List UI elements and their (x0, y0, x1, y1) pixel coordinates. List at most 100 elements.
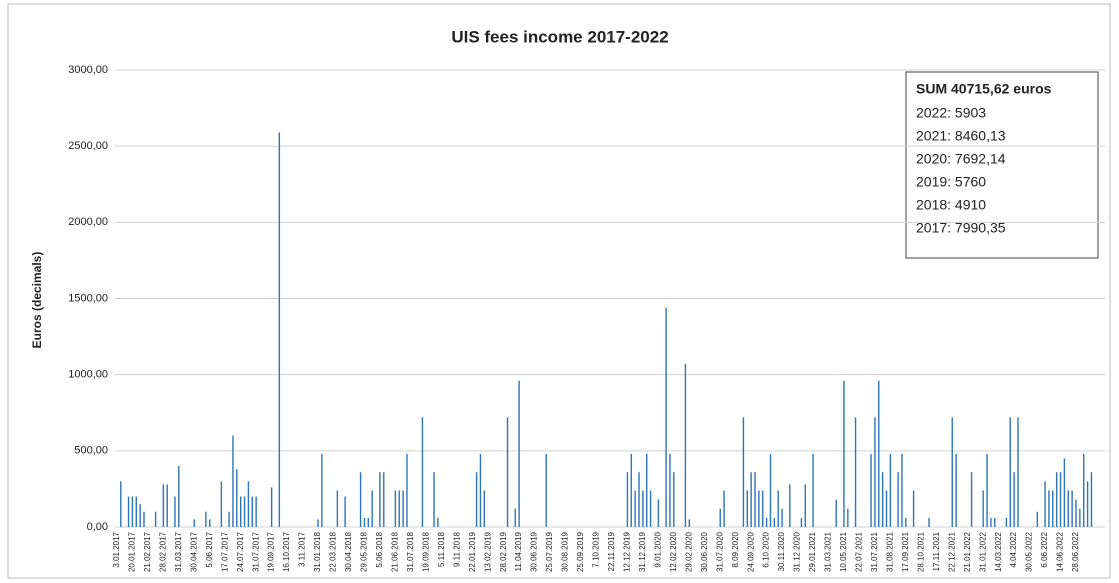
x-tick-label: 28.02.2019 (499, 531, 508, 572)
bar (719, 508, 721, 527)
bar (669, 453, 671, 527)
bar (247, 481, 250, 527)
x-tick-label: 30.05.2022 (1025, 531, 1034, 572)
x-tick-label: 9.01.2020 (653, 531, 662, 567)
bar (479, 453, 482, 527)
bar (982, 490, 984, 527)
bar (854, 417, 857, 527)
x-tick-label: 30.04.2017 (189, 531, 198, 572)
x-tick-label: 8.09.2020 (731, 531, 740, 567)
x-tick-label: 31.12.2020 (793, 531, 802, 572)
bar (1071, 490, 1073, 527)
bar (243, 496, 246, 527)
x-tick-label: 20.01.2017 (128, 531, 137, 572)
x-tick-label: 11.04.2019 (514, 531, 523, 571)
bar (723, 490, 725, 527)
bar (236, 469, 238, 527)
x-tick-label: 3.01.2017 (112, 531, 121, 567)
x-tick-label: 28.10.2021 (916, 531, 925, 572)
bar (178, 466, 180, 527)
bar (545, 453, 547, 527)
bar (758, 490, 760, 527)
bar (483, 490, 486, 527)
x-tick-label: 29.01.2021 (808, 531, 817, 572)
bar (986, 453, 988, 527)
bar (1083, 453, 1085, 527)
bar (955, 453, 957, 527)
bar (131, 496, 134, 527)
x-tick-label: 30.06.2019 (530, 531, 539, 572)
bar (1052, 490, 1054, 527)
annotation-line: 2021: 8460,13 (916, 128, 1006, 144)
x-tick-label: 6.06.2022 (1040, 531, 1049, 567)
bar (657, 499, 660, 527)
bar (278, 132, 281, 527)
x-tick-label: 7.10.2019 (592, 531, 601, 567)
x-tick-label: 12.02.2020 (669, 531, 678, 572)
bar (220, 481, 223, 527)
x-tick-label: 22.11.2019 (607, 531, 616, 571)
bar (406, 453, 408, 527)
bar (433, 472, 435, 527)
bar (646, 453, 648, 527)
y-tick-label: 3000,00 (68, 64, 108, 76)
bar (878, 380, 880, 527)
bar (1005, 517, 1008, 527)
bar (1075, 499, 1077, 527)
bar (684, 364, 687, 527)
x-tick-label: 12.12.2019 (623, 531, 632, 572)
bar (437, 517, 439, 527)
bar (742, 417, 745, 527)
x-tick-label: 3.11.2017 (298, 531, 307, 567)
y-tick-label: 1500,00 (68, 292, 108, 304)
bar (762, 490, 764, 527)
x-tick-label: 13.02.2019 (483, 531, 492, 572)
x-tick-label: 31.12.2019 (638, 531, 647, 572)
bar (1048, 490, 1050, 527)
bar (800, 517, 803, 527)
bar (120, 481, 122, 527)
bar (317, 519, 319, 527)
bar (251, 496, 253, 527)
annotation-box: SUM 40715,62 euros 2022: 5903 2021: 8460,… (905, 71, 1099, 259)
bar (379, 472, 381, 527)
x-tick-label: 31.07.2021 (870, 531, 879, 572)
annotation-line: 2019: 5760 (916, 174, 986, 190)
bar (127, 496, 130, 527)
bar (1067, 490, 1069, 527)
bar (1009, 417, 1011, 527)
bar (970, 472, 973, 527)
y-tick-label: 1000,00 (68, 369, 108, 381)
x-tick-label: 30.08.2019 (561, 531, 570, 572)
bar (673, 472, 675, 527)
x-tick-label: 31.03.2017 (174, 531, 183, 572)
y-tick-label: 2000,00 (68, 216, 108, 228)
bar (994, 517, 996, 527)
bar (367, 517, 370, 527)
bar (421, 417, 424, 527)
bar (773, 517, 776, 527)
x-tick-label: 31.01.2022 (978, 531, 987, 572)
bar (1090, 472, 1093, 527)
bar (885, 490, 888, 527)
x-tick-label: 6.10.2020 (762, 531, 771, 567)
bar (1055, 472, 1058, 527)
x-tick-label: 29.05.2018 (360, 531, 369, 572)
y-tick-label: 2500,00 (68, 140, 108, 152)
bar (506, 417, 509, 527)
x-tick-label: 29.02.2020 (684, 531, 693, 572)
bar (166, 484, 168, 527)
bar (139, 504, 141, 527)
bar (990, 517, 992, 527)
bar (1044, 481, 1046, 527)
bar (912, 490, 915, 527)
bar (371, 490, 373, 527)
bar (359, 472, 362, 527)
x-tick-label: 31.07.2020 (715, 531, 724, 572)
x-tick-label: 21.02.2017 (143, 531, 152, 572)
y-tick-label: 500,00 (74, 445, 108, 457)
chart-title: UIS fees income 2017-2022 (451, 27, 668, 46)
bar (363, 517, 366, 527)
y-axis-label: Euros (decimals) (30, 252, 44, 349)
y-tick-label: 0,00 (87, 521, 108, 533)
